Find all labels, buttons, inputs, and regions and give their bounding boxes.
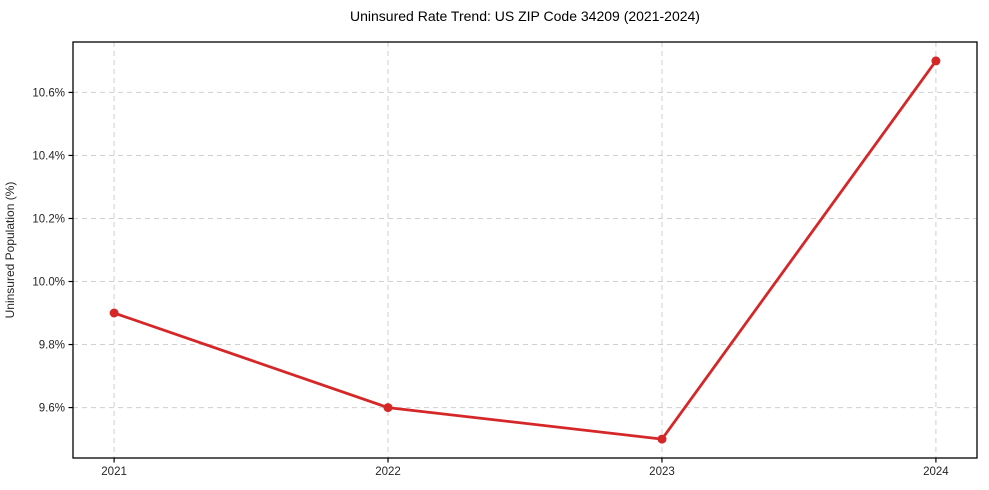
data-point-marker: [657, 434, 667, 444]
y-tick-label: 10.4%: [32, 150, 65, 162]
data-series: [109, 56, 941, 444]
plot-border: [72, 41, 978, 459]
x-tick-label: 2023: [649, 466, 675, 478]
y-tick-label: 10.0%: [32, 277, 65, 289]
axes: 9.6% 9.8% 10.0% 10.2% 10.4% 10.6% 2021 2022 2023…: [32, 41, 978, 478]
data-point-marker: [109, 308, 119, 318]
data-point-marker: [383, 403, 393, 413]
gridlines: [73, 42, 977, 458]
y-tick-label: 10.6%: [32, 87, 65, 99]
y-tick-label: 9.8%: [39, 340, 65, 352]
data-point-marker: [931, 56, 941, 66]
x-tick-label: 2022: [375, 466, 401, 478]
x-tick-label: 2024: [923, 466, 949, 478]
trend-line: [112, 59, 938, 441]
x-tick-label: 2021: [101, 466, 127, 478]
y-tick-label: 9.6%: [39, 403, 65, 415]
y-tick-label: 10.2%: [32, 213, 65, 225]
chart-title: Uninsured Rate Trend: US ZIP Code 34209 …: [350, 8, 700, 24]
y-axis-label: Uninsured Population (%): [3, 182, 17, 319]
